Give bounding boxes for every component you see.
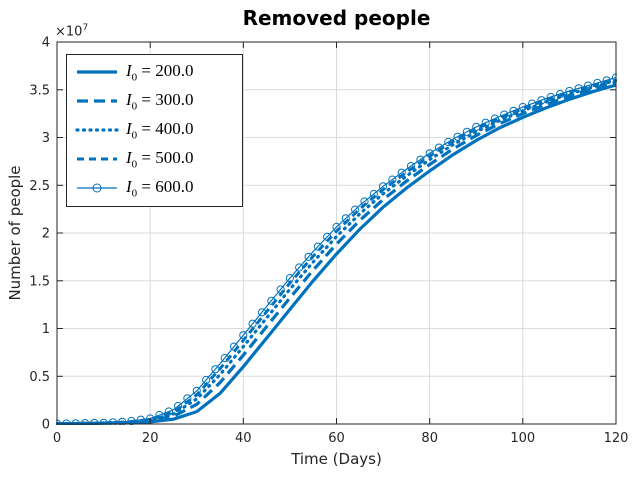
series-marker-I0-600 [462, 127, 471, 136]
series-marker-I0-600 [174, 401, 183, 411]
y-tick-label: 2.5 [29, 179, 50, 194]
series-marker-I0-600 [565, 86, 574, 96]
legend-item-I0-200: I0 = 200.0 [67, 61, 242, 84]
series-marker-I0-600 [360, 197, 369, 206]
series-marker-I0-600 [397, 168, 406, 177]
series-marker-I0-600 [220, 354, 229, 363]
series-marker-I0-600 [518, 102, 527, 112]
y-tick-label: 0 [42, 418, 50, 433]
series-marker-I0-600 [192, 386, 201, 395]
series-marker-I0-600 [323, 232, 332, 241]
series-marker-I0-600 [472, 122, 481, 132]
series-marker-I0-600 [537, 96, 546, 105]
series-marker-I0-600 [583, 81, 593, 90]
series-marker-I0-600 [388, 175, 397, 184]
y-axis-label: Number of people [6, 165, 24, 301]
series-marker-I0-600 [164, 407, 173, 416]
legend-label-I0-200: I0 = 200.0 [126, 61, 194, 84]
legend-line-sample [77, 70, 117, 75]
legend-label-I0-400: I0 = 400.0 [126, 119, 194, 142]
series-marker-I0-600 [71, 419, 80, 425]
legend-marker-circle [92, 183, 102, 193]
series-marker-I0-600 [136, 415, 145, 424]
series-marker-I0-600 [229, 342, 239, 351]
legend-item-I0-600: I0 = 600.0 [67, 177, 242, 200]
series-marker-I0-600 [276, 285, 285, 294]
legend-item-I0-300: I0 = 300.0 [67, 90, 242, 113]
legend-label-I0-600: I0 = 600.0 [126, 177, 194, 200]
series-marker-I0-600 [500, 110, 509, 119]
y-tick-label: 3.5 [29, 83, 50, 98]
series-marker-I0-600 [211, 365, 220, 374]
y-tick-label: 1.5 [29, 274, 50, 289]
legend-label-I0-500: I0 = 500.0 [126, 148, 194, 171]
legend-line-sample [77, 99, 117, 104]
x-tick-label: 120 [604, 431, 629, 446]
series-marker-I0-600 [183, 394, 192, 403]
x-axis-label: Time (Days) [291, 450, 382, 468]
series-marker-I0-600 [406, 162, 416, 171]
series-marker-I0-600 [285, 274, 294, 283]
series-marker-I0-600 [248, 319, 257, 328]
series-marker-I0-600 [602, 76, 611, 85]
series-marker-I0-600 [351, 205, 360, 214]
series-marker-I0-600 [304, 252, 313, 261]
series-marker-I0-600 [118, 417, 127, 425]
series-marker-I0-600 [108, 418, 117, 425]
legend-item-I0-400: I0 = 400.0 [67, 119, 242, 142]
y-tick-label: 1 [42, 322, 50, 337]
series-marker-I0-600 [379, 182, 388, 191]
series-marker-I0-600 [528, 99, 537, 108]
legend-line-sample [77, 183, 117, 193]
series-marker-I0-600 [593, 78, 602, 88]
series-marker-I0-600 [257, 308, 267, 317]
series-line-I0-500 [56, 77, 617, 425]
series-marker-I0-600 [202, 375, 211, 385]
x-tick-label: 80 [421, 431, 438, 446]
series-marker-I0-600 [80, 419, 90, 425]
series-marker-I0-600 [341, 214, 350, 223]
series-marker-I0-600 [546, 92, 555, 102]
legend-item-I0-500: I0 = 500.0 [67, 148, 242, 171]
series-marker-I0-600 [155, 410, 164, 420]
series-marker-I0-600 [556, 89, 565, 99]
legend-line-sample [75, 128, 119, 133]
y-axis-exponent: ×107 [55, 23, 88, 39]
legend-label-I0-300: I0 = 300.0 [126, 90, 194, 113]
series-marker-I0-600 [295, 263, 304, 272]
series-marker-I0-600 [369, 189, 378, 199]
y-tick-label: 0.5 [29, 370, 50, 385]
y-axis-exponent-base: ×10 [55, 24, 83, 40]
series-marker-I0-600 [444, 137, 453, 147]
series-marker-I0-600 [434, 143, 444, 152]
y-axis-exponent-power: 7 [82, 23, 89, 33]
series-marker-I0-600 [99, 418, 108, 425]
series-marker-I0-600 [481, 118, 490, 127]
x-tick-label: 100 [510, 431, 535, 446]
x-tick-label: 40 [235, 431, 252, 446]
series-marker-I0-600 [127, 416, 136, 425]
x-tick-label: 60 [328, 431, 345, 446]
series-marker-I0-600 [332, 222, 341, 232]
legend-line-sample [77, 157, 117, 161]
chart-title: Removed people [242, 6, 431, 30]
y-tick-label: 3 [42, 131, 50, 146]
series-marker-I0-600 [574, 84, 583, 93]
series-marker-I0-600 [90, 418, 99, 425]
series-marker-I0-600 [490, 114, 499, 123]
legend: I0 = 200.0 I0 = 300.0 I0 = 400.0 I0 = 500.0… [66, 54, 243, 207]
series-marker-I0-600 [425, 149, 434, 158]
series-marker-I0-600 [453, 132, 462, 141]
series-marker-I0-600 [267, 296, 276, 305]
x-tick-label: 20 [142, 431, 159, 446]
x-tick-label: 0 [53, 431, 61, 446]
y-tick-label: 4 [42, 36, 50, 51]
series-marker-I0-600 [509, 106, 518, 115]
series-marker-I0-600 [239, 331, 248, 340]
series-marker-I0-600 [313, 242, 322, 251]
series-marker-I0-600 [416, 155, 425, 164]
y-tick-label: 2 [42, 227, 50, 242]
